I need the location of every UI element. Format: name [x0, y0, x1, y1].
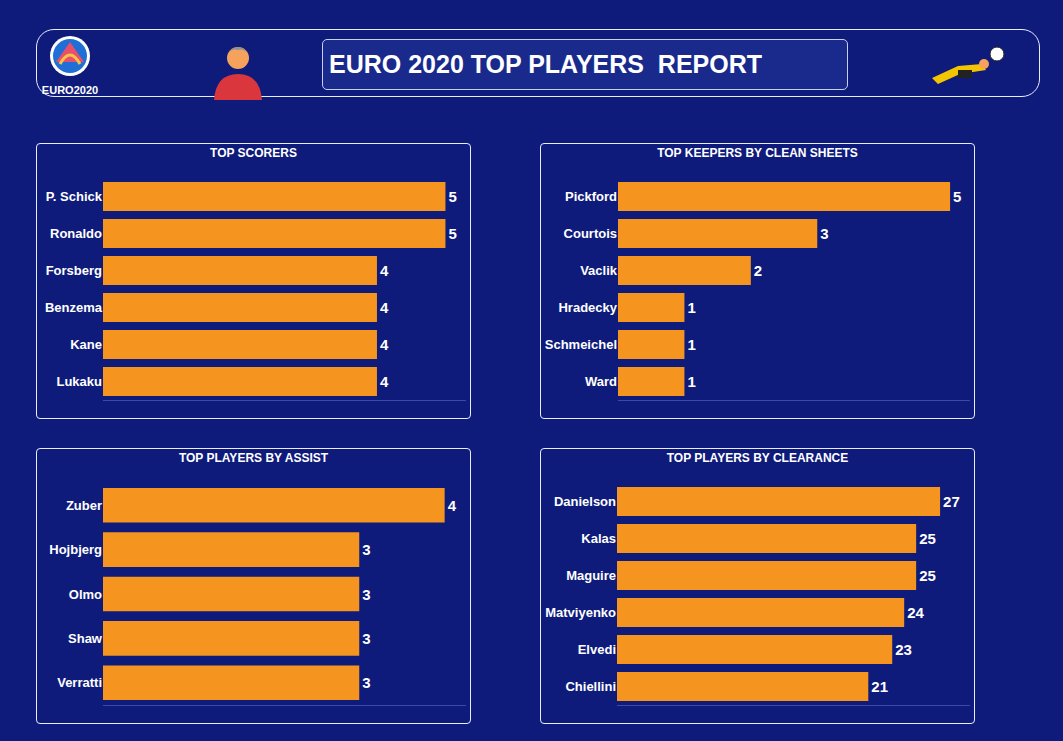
- svg-text:Ronaldo: Ronaldo: [50, 226, 102, 241]
- svg-text:Vaclik: Vaclik: [580, 263, 618, 278]
- svg-text:3: 3: [820, 225, 828, 242]
- svg-text:Danielson: Danielson: [554, 494, 616, 509]
- svg-text:Elvedi: Elvedi: [578, 642, 616, 657]
- svg-text:1: 1: [687, 299, 695, 316]
- svg-text:25: 25: [919, 567, 936, 584]
- svg-text:Zuber: Zuber: [66, 498, 102, 513]
- svg-text:Hradecky: Hradecky: [558, 300, 617, 315]
- svg-text:Courtois: Courtois: [564, 226, 617, 241]
- svg-text:TOP SCORERS: TOP SCORERS: [210, 146, 297, 160]
- svg-text:4: 4: [380, 299, 389, 316]
- svg-text:TOP PLAYERS BY ASSIST: TOP PLAYERS BY ASSIST: [179, 451, 329, 465]
- svg-text:1: 1: [687, 373, 695, 390]
- svg-text:Schmeichel: Schmeichel: [545, 337, 617, 352]
- svg-text:25: 25: [919, 530, 936, 547]
- svg-text:4: 4: [448, 497, 457, 514]
- svg-text:1: 1: [687, 336, 695, 353]
- svg-text:5: 5: [448, 188, 456, 205]
- svg-text:Ward: Ward: [585, 374, 617, 389]
- svg-text:Kalas: Kalas: [581, 531, 616, 546]
- svg-text:Hojbjerg: Hojbjerg: [49, 542, 102, 557]
- svg-text:Shaw: Shaw: [68, 631, 103, 646]
- svg-text:Olmo: Olmo: [69, 587, 102, 602]
- svg-text:3: 3: [362, 630, 370, 647]
- svg-text:P. Schick: P. Schick: [46, 189, 103, 204]
- svg-text:4: 4: [380, 336, 389, 353]
- svg-text:3: 3: [362, 586, 370, 603]
- svg-text:Lukaku: Lukaku: [56, 374, 102, 389]
- svg-text:27: 27: [943, 493, 960, 510]
- svg-text:4: 4: [380, 373, 389, 390]
- svg-text:24: 24: [907, 604, 924, 621]
- svg-text:23: 23: [895, 641, 912, 658]
- svg-text:3: 3: [362, 674, 370, 691]
- svg-text:Kane: Kane: [70, 337, 102, 352]
- svg-text:Pickford: Pickford: [565, 189, 617, 204]
- svg-text:Benzema: Benzema: [45, 300, 103, 315]
- svg-text:TOP PLAYERS BY CLEARANCE: TOP PLAYERS BY CLEARANCE: [667, 451, 849, 465]
- svg-text:3: 3: [362, 541, 370, 558]
- svg-text:2: 2: [754, 262, 762, 279]
- svg-text:5: 5: [448, 225, 456, 242]
- svg-text:Verratti: Verratti: [57, 675, 102, 690]
- svg-text:Matviyenko: Matviyenko: [545, 605, 616, 620]
- svg-text:Maguire: Maguire: [566, 568, 616, 583]
- svg-text:Chiellini: Chiellini: [565, 679, 616, 694]
- svg-text:Forsberg: Forsberg: [46, 263, 102, 278]
- svg-text:5: 5: [953, 188, 961, 205]
- svg-text:EURO2020: EURO2020: [42, 84, 98, 96]
- svg-text:4: 4: [380, 262, 389, 279]
- svg-text:21: 21: [871, 678, 888, 695]
- svg-text:TOP KEEPERS BY CLEAN SHEETS: TOP KEEPERS BY CLEAN SHEETS: [657, 146, 858, 160]
- html-text:EURO 2020 TOP PLAYERS REPORT: EURO 2020 TOP PLAYERS REPORT: [329, 50, 762, 78]
